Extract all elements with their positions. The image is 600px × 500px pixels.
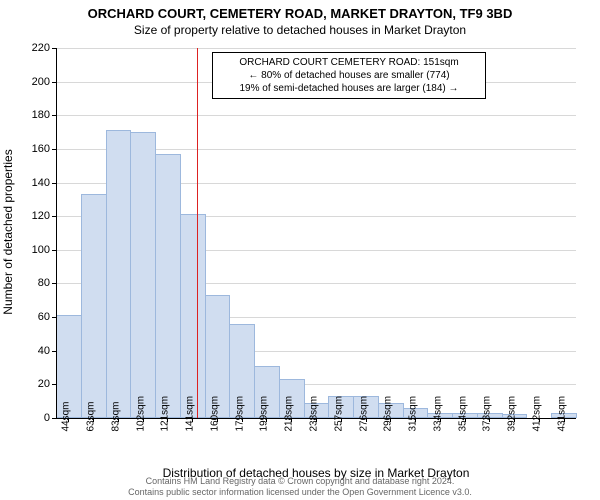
y-tick-label: 60 [16, 311, 50, 323]
y-tick-label: 80 [16, 277, 50, 289]
x-tick-mark [118, 418, 119, 422]
y-tick-label: 200 [16, 76, 50, 88]
x-tick-mark [390, 418, 391, 422]
x-tick-mark [192, 418, 193, 422]
y-tick-label: 0 [16, 412, 50, 424]
x-tick-mark [143, 418, 144, 422]
y-tick-label: 40 [16, 345, 50, 357]
x-tick-mark [68, 418, 69, 422]
y-axis-line [56, 48, 57, 418]
reference-line [197, 48, 198, 418]
x-tick-mark [415, 418, 416, 422]
chart-subtitle: Size of property relative to detached ho… [0, 21, 600, 37]
chart-title: ORCHARD COURT, CEMETERY ROAD, MARKET DRA… [0, 0, 600, 21]
x-tick-mark [440, 418, 441, 422]
grid-line [56, 48, 576, 49]
histogram-bar [81, 194, 107, 418]
x-tick-mark [341, 418, 342, 422]
x-tick-mark [366, 418, 367, 422]
y-tick-label: 120 [16, 210, 50, 222]
y-axis-label: Number of detached properties [1, 132, 15, 332]
plot-region: 02040608010012014016018020022044sqm63sqm… [56, 48, 576, 418]
y-tick-label: 160 [16, 143, 50, 155]
annotation-line-3: 19% of semi-detached houses are larger (… [219, 82, 479, 95]
annotation-line-1: ORCHARD COURT CEMETERY ROAD: 151sqm [219, 56, 479, 69]
histogram-bar [155, 154, 181, 418]
annotation-box: ORCHARD COURT CEMETERY ROAD: 151sqm ← 80… [212, 52, 486, 99]
x-axis-label: Distribution of detached houses by size … [56, 466, 576, 480]
grid-line [56, 115, 576, 116]
y-tick-label: 220 [16, 42, 50, 54]
x-tick-mark [217, 418, 218, 422]
x-tick-mark [316, 418, 317, 422]
x-tick-mark [93, 418, 94, 422]
histogram-bar [106, 130, 132, 418]
histogram-bar [180, 214, 206, 418]
x-tick-mark [465, 418, 466, 422]
x-tick-mark [266, 418, 267, 422]
annotation-line-2: ← 80% of detached houses are smaller (77… [219, 69, 479, 82]
footer-line-2: Contains public sector information licen… [0, 487, 600, 498]
y-tick-label: 20 [16, 378, 50, 390]
x-tick-mark [167, 418, 168, 422]
x-tick-mark [564, 418, 565, 422]
chart-area: 02040608010012014016018020022044sqm63sqm… [56, 48, 576, 418]
x-tick-mark [291, 418, 292, 422]
x-tick-mark [539, 418, 540, 422]
x-tick-mark [242, 418, 243, 422]
y-tick-label: 100 [16, 244, 50, 256]
x-tick-mark [514, 418, 515, 422]
y-tick-label: 180 [16, 109, 50, 121]
y-tick-label: 140 [16, 177, 50, 189]
x-tick-mark [489, 418, 490, 422]
histogram-bar [130, 132, 156, 418]
